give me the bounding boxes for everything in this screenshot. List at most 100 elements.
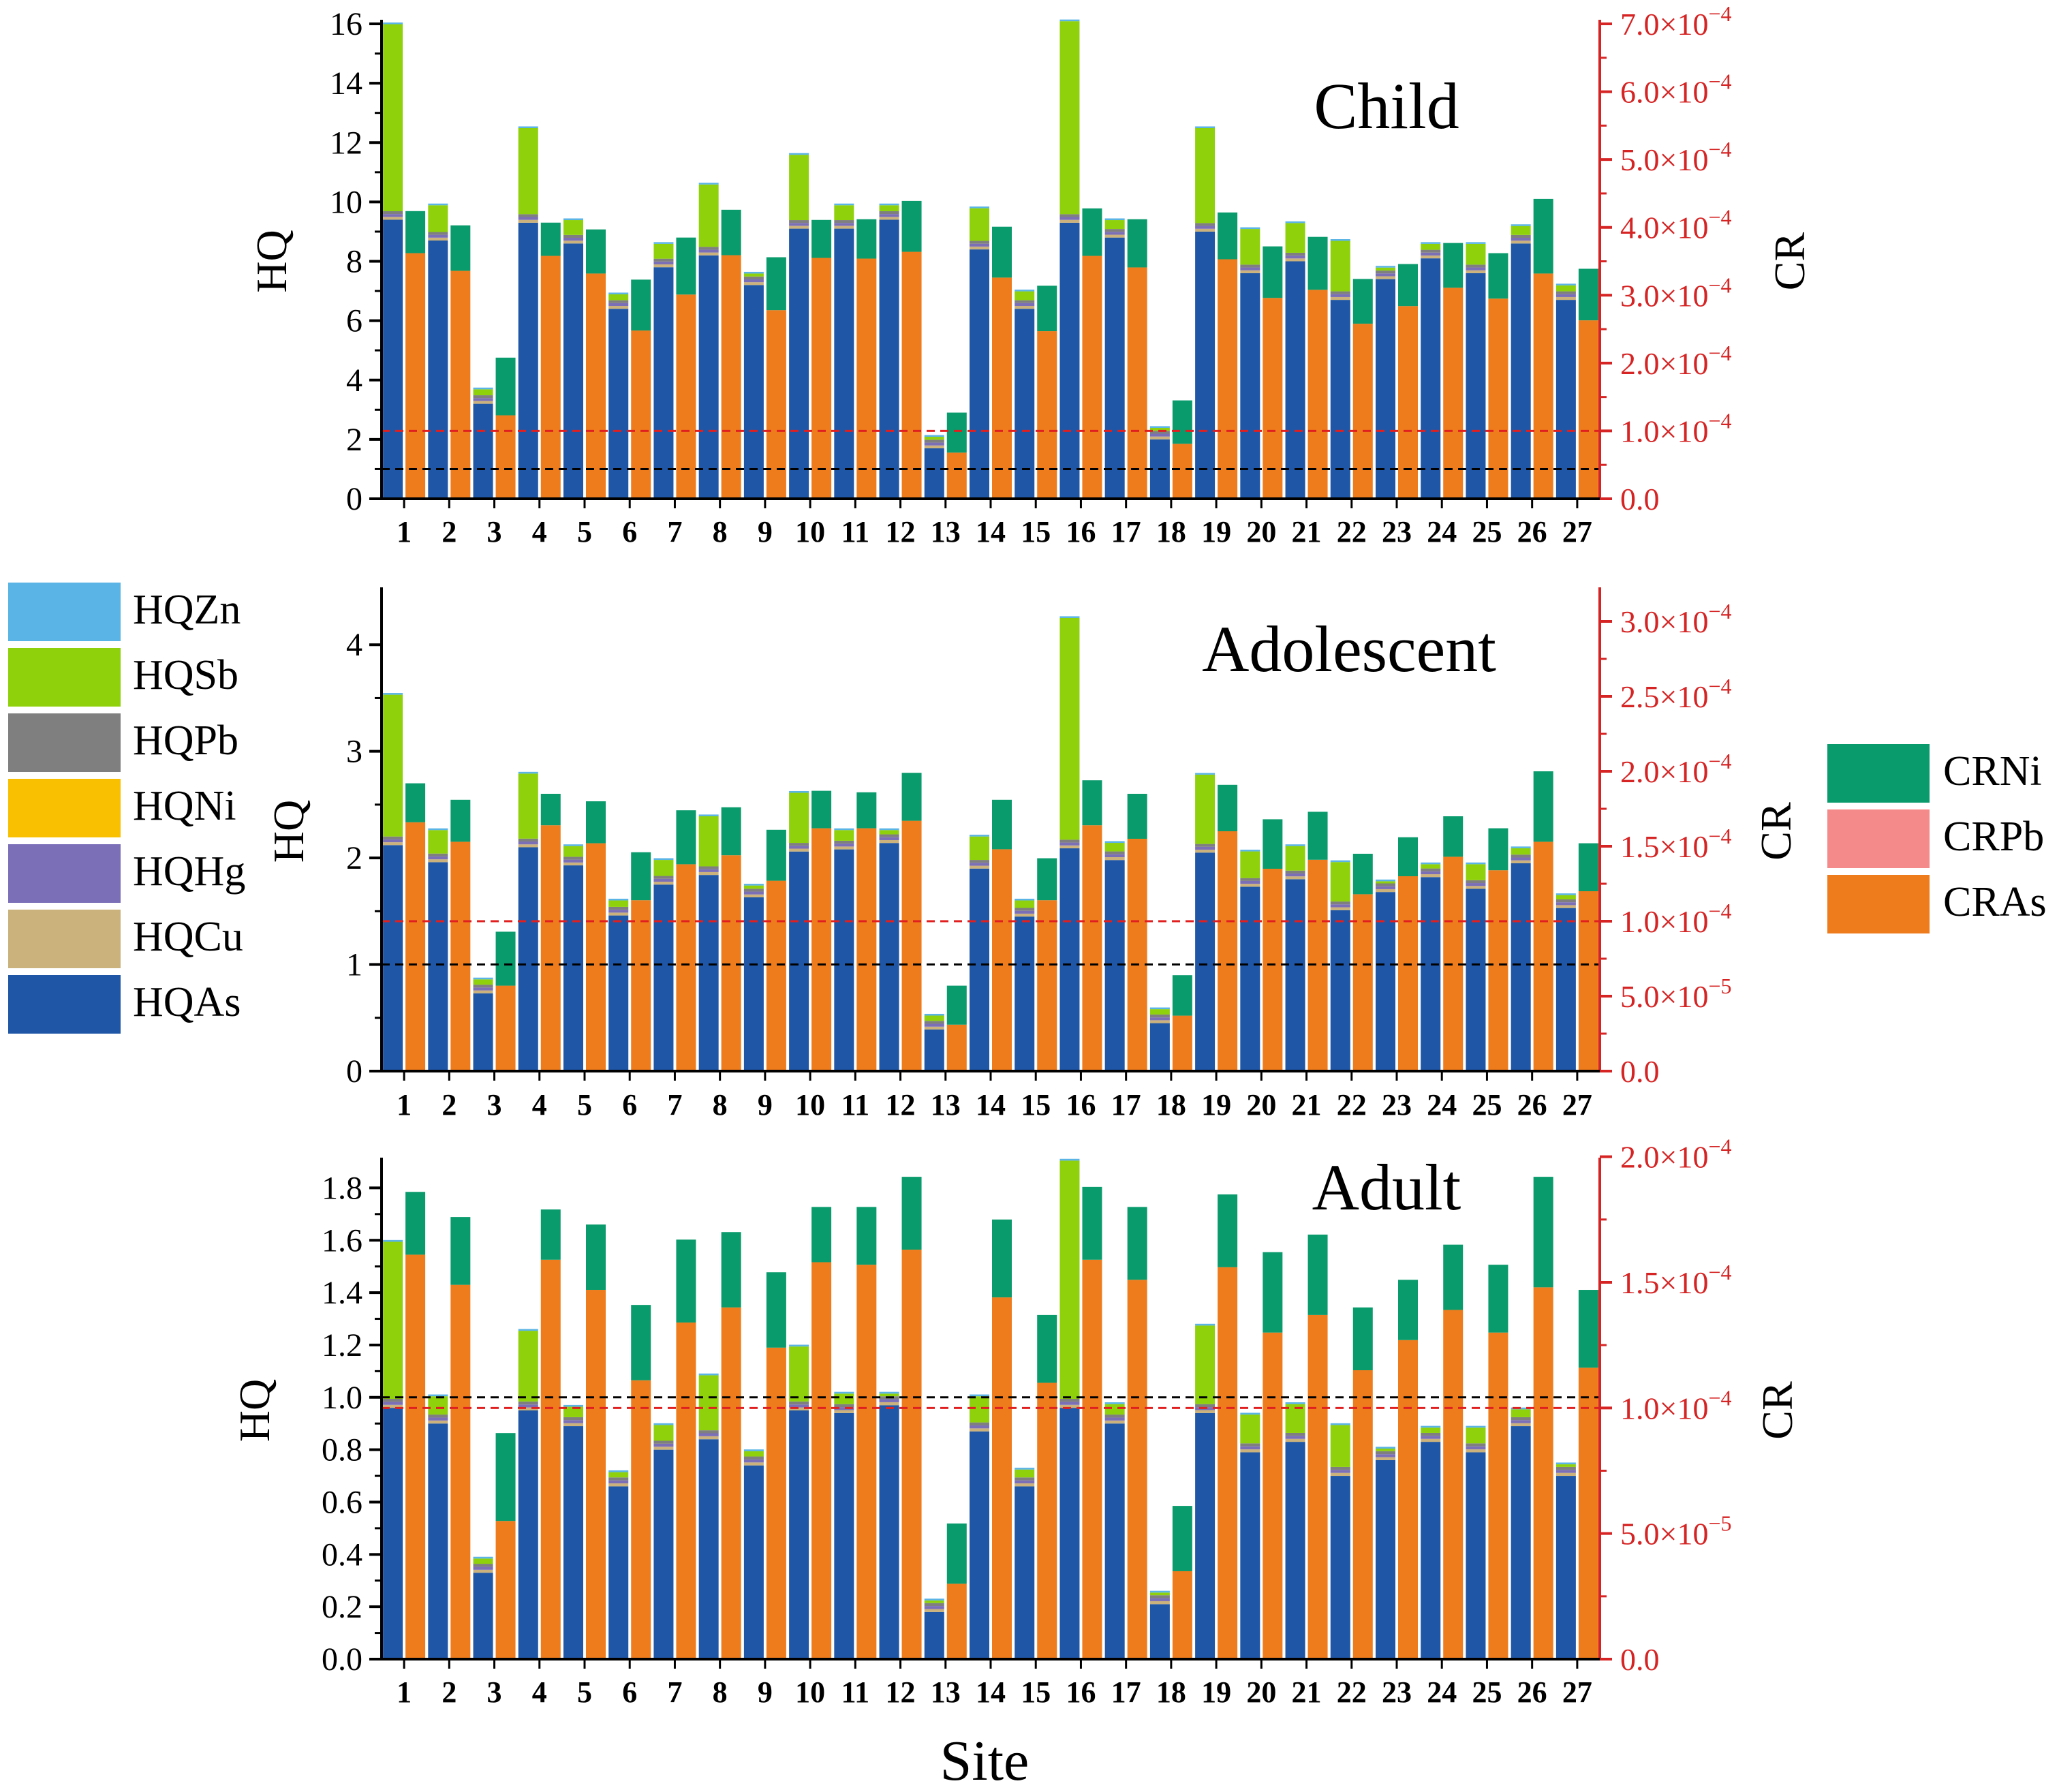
bar-hqpb <box>743 889 764 892</box>
bar-cras <box>1398 1340 1418 1659</box>
bar-hqcu <box>698 252 719 256</box>
legend-label-hqzn: HQZn <box>133 587 241 633</box>
legend-swatch-hqas <box>8 975 121 1034</box>
bar-hqas <box>1015 1486 1035 1659</box>
legend-swatch-hqcu <box>8 910 121 968</box>
site-label: 6 <box>622 1675 637 1709</box>
bar-hqhg <box>383 839 403 843</box>
bar-crni <box>1307 1234 1328 1315</box>
bar-hqas <box>1555 300 1576 499</box>
bar-hqsb <box>1195 1325 1216 1404</box>
bar-cras <box>1352 894 1373 1071</box>
site-label: 4 <box>532 515 547 549</box>
bar-crni <box>946 412 967 453</box>
bar-hqhg <box>834 1407 854 1410</box>
bar-hqas <box>970 1431 989 1659</box>
bar-hqhg <box>1285 256 1305 259</box>
bar-hqzn <box>383 693 403 695</box>
hq-axis-title: HQ <box>264 800 313 863</box>
hq-tick-label: 10 <box>330 184 362 220</box>
bar-hqcu <box>1466 1449 1486 1453</box>
bar-hqpb <box>1149 1595 1170 1598</box>
bar-hqhg <box>1240 880 1260 884</box>
site-label: 7 <box>667 1088 682 1122</box>
bar-hqzn <box>1240 1412 1260 1415</box>
bar-cras <box>676 1322 696 1659</box>
site-label: 22 <box>1337 515 1367 549</box>
bar-hqhg <box>1376 886 1395 889</box>
bar-hqas <box>518 1410 538 1659</box>
bar-hqzn <box>1195 773 1216 775</box>
bar-hqhg <box>879 1399 899 1402</box>
bar-hqpb <box>924 1603 944 1607</box>
bar-hqcu <box>1511 241 1531 244</box>
bar-hqcu <box>879 217 899 220</box>
bar-hqpb <box>608 300 629 303</box>
cr-tick-label: 5.0×10−5 <box>1620 1511 1732 1551</box>
bar-hqcu <box>1421 874 1441 878</box>
bar-hqas <box>383 845 403 1071</box>
bar-hqsb <box>789 155 809 221</box>
bar-hqsb <box>383 1241 403 1400</box>
bar-hqpb <box>473 1564 493 1567</box>
bar-hqzn <box>1376 266 1395 268</box>
bar-hqhg <box>743 1459 764 1463</box>
legend-swatch-hqsb <box>8 648 121 707</box>
bar-crni <box>1127 1207 1147 1280</box>
site-label: 25 <box>1472 1088 1502 1122</box>
bar-hqzn <box>924 435 944 437</box>
bar-hqsb <box>1376 1449 1395 1451</box>
bar-cras <box>586 843 606 1071</box>
bar-crni <box>1172 1506 1192 1571</box>
bar-cras <box>856 1265 877 1659</box>
bar-hqsb <box>1376 881 1395 884</box>
bar-crni <box>1352 1307 1373 1371</box>
bar-hqsb <box>473 1558 493 1564</box>
bar-hqpb <box>1555 1466 1576 1470</box>
bar-crni <box>856 792 877 829</box>
site-label: 5 <box>577 515 592 549</box>
bar-hqcu <box>1330 1472 1350 1477</box>
bar-hqsb <box>743 885 764 889</box>
bar-hqzn <box>563 218 583 221</box>
bar-hqas <box>879 843 899 1071</box>
bar-hqcu <box>743 894 764 897</box>
bar-hqzn <box>1015 1468 1035 1470</box>
bar-hqsb <box>1330 862 1350 902</box>
bar-hqsb <box>1421 864 1441 869</box>
bar-hqzn <box>743 271 764 274</box>
bar-hqas <box>473 993 493 1071</box>
bar-crni <box>450 225 471 271</box>
site-label: 10 <box>795 1675 825 1709</box>
bar-hqsb <box>563 846 583 857</box>
bar-hqcu <box>1421 255 1441 259</box>
site-label: 22 <box>1337 1675 1367 1709</box>
bar-hqas <box>1059 848 1080 1071</box>
bar-crni <box>901 1177 922 1250</box>
site-label: 27 <box>1562 1088 1592 1122</box>
bar-hqsb <box>1149 427 1170 431</box>
bar-hqcu <box>608 912 629 916</box>
bar-hqpb <box>608 906 629 910</box>
bar-hqsb <box>970 208 989 241</box>
bar-hqzn <box>1376 879 1395 882</box>
bar-hqpb <box>924 1021 944 1024</box>
bar-hqpb <box>743 276 764 279</box>
bar-hqhg <box>1015 303 1035 307</box>
site-label: 8 <box>713 1675 728 1709</box>
bar-hqas <box>1059 222 1080 499</box>
bar-hqzn <box>1285 221 1305 223</box>
bar-hqzn <box>1376 1447 1395 1449</box>
bar-hqhg <box>1511 237 1531 241</box>
bar-hqas <box>1149 1604 1170 1659</box>
bar-hqcu <box>383 1404 403 1408</box>
bar-hqpb <box>1104 851 1125 854</box>
hq-tick-label: 0.0 <box>322 1641 362 1678</box>
bar-hqhg <box>518 1404 538 1408</box>
bar-cras <box>1172 1571 1192 1659</box>
bar-crni <box>1082 1186 1102 1260</box>
bar-crni <box>946 985 967 1025</box>
bar-crni <box>1443 243 1464 288</box>
bar-hqpb <box>1330 901 1350 905</box>
bar-hqpb <box>1421 1432 1441 1436</box>
